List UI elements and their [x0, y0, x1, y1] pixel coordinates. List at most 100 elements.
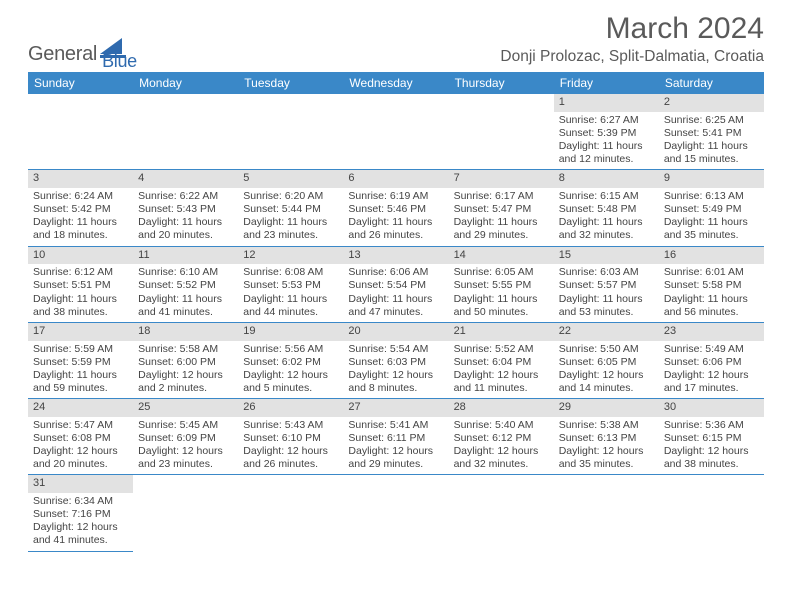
sunrise-text: Sunrise: 5:54 AM — [348, 343, 443, 356]
day-number: 17 — [28, 323, 133, 341]
day-number: 18 — [133, 323, 238, 341]
daylight-text: Daylight: 11 hours and 38 minutes. — [33, 293, 128, 319]
sunrise-text: Sunrise: 5:52 AM — [454, 343, 549, 356]
day-number: 6 — [343, 170, 448, 188]
daylight-text: Daylight: 11 hours and 53 minutes. — [559, 293, 654, 319]
sunset-text: Sunset: 6:05 PM — [559, 356, 654, 369]
calendar-table: SundayMondayTuesdayWednesdayThursdayFrid… — [28, 72, 764, 552]
daylight-text: Daylight: 12 hours and 23 minutes. — [138, 445, 233, 471]
daylight-text: Daylight: 11 hours and 15 minutes. — [664, 140, 759, 166]
calendar-cell: 24Sunrise: 5:47 AMSunset: 6:08 PMDayligh… — [28, 399, 133, 475]
day-header: Thursday — [449, 72, 554, 94]
sunrise-text: Sunrise: 6:17 AM — [454, 190, 549, 203]
sunset-text: Sunset: 5:46 PM — [348, 203, 443, 216]
day-details: Sunrise: 6:34 AMSunset: 7:16 PMDaylight:… — [28, 493, 133, 551]
sunrise-text: Sunrise: 5:38 AM — [559, 419, 654, 432]
day-header: Tuesday — [238, 72, 343, 94]
daylight-text: Daylight: 12 hours and 11 minutes. — [454, 369, 549, 395]
day-number: 19 — [238, 323, 343, 341]
day-number: 7 — [449, 170, 554, 188]
daylight-text: Daylight: 12 hours and 8 minutes. — [348, 369, 443, 395]
day-number: 22 — [554, 323, 659, 341]
calendar-cell: 14Sunrise: 6:05 AMSunset: 5:55 PMDayligh… — [449, 246, 554, 322]
sunrise-text: Sunrise: 5:36 AM — [664, 419, 759, 432]
sunset-text: Sunset: 5:54 PM — [348, 279, 443, 292]
day-details: Sunrise: 5:54 AMSunset: 6:03 PMDaylight:… — [343, 341, 448, 399]
daylight-text: Daylight: 11 hours and 59 minutes. — [33, 369, 128, 395]
sunrise-text: Sunrise: 5:40 AM — [454, 419, 549, 432]
sunrise-text: Sunrise: 6:01 AM — [664, 266, 759, 279]
calendar-cell: 20Sunrise: 5:54 AMSunset: 6:03 PMDayligh… — [343, 322, 448, 398]
daylight-text: Daylight: 12 hours and 38 minutes. — [664, 445, 759, 471]
day-number: 8 — [554, 170, 659, 188]
sunrise-text: Sunrise: 5:56 AM — [243, 343, 338, 356]
calendar-cell — [554, 475, 659, 551]
sunrise-text: Sunrise: 6:05 AM — [454, 266, 549, 279]
sunset-text: Sunset: 5:55 PM — [454, 279, 549, 292]
day-details: Sunrise: 5:41 AMSunset: 6:11 PMDaylight:… — [343, 417, 448, 475]
sunrise-text: Sunrise: 5:43 AM — [243, 419, 338, 432]
calendar-cell: 1Sunrise: 6:27 AMSunset: 5:39 PMDaylight… — [554, 94, 659, 170]
sunrise-text: Sunrise: 6:08 AM — [243, 266, 338, 279]
calendar-cell — [449, 475, 554, 551]
sunset-text: Sunset: 5:39 PM — [559, 127, 654, 140]
calendar-cell — [133, 94, 238, 170]
day-details: Sunrise: 6:08 AMSunset: 5:53 PMDaylight:… — [238, 264, 343, 322]
day-number: 30 — [659, 399, 764, 417]
calendar-cell — [28, 94, 133, 170]
day-number: 3 — [28, 170, 133, 188]
sunrise-text: Sunrise: 6:34 AM — [33, 495, 128, 508]
day-details: Sunrise: 6:01 AMSunset: 5:58 PMDaylight:… — [659, 264, 764, 322]
sunset-text: Sunset: 7:16 PM — [33, 508, 128, 521]
day-details: Sunrise: 6:03 AMSunset: 5:57 PMDaylight:… — [554, 264, 659, 322]
sunset-text: Sunset: 5:41 PM — [664, 127, 759, 140]
sunset-text: Sunset: 6:03 PM — [348, 356, 443, 369]
day-header: Wednesday — [343, 72, 448, 94]
day-number: 24 — [28, 399, 133, 417]
sunset-text: Sunset: 6:00 PM — [138, 356, 233, 369]
sunrise-text: Sunrise: 6:20 AM — [243, 190, 338, 203]
day-number: 14 — [449, 247, 554, 265]
day-number: 16 — [659, 247, 764, 265]
daylight-text: Daylight: 11 hours and 32 minutes. — [559, 216, 654, 242]
sunset-text: Sunset: 5:44 PM — [243, 203, 338, 216]
sunset-text: Sunset: 5:49 PM — [664, 203, 759, 216]
day-details: Sunrise: 6:22 AMSunset: 5:43 PMDaylight:… — [133, 188, 238, 246]
daylight-text: Daylight: 11 hours and 12 minutes. — [559, 140, 654, 166]
day-number: 28 — [449, 399, 554, 417]
day-number: 2 — [659, 94, 764, 112]
day-details: Sunrise: 5:47 AMSunset: 6:08 PMDaylight:… — [28, 417, 133, 475]
day-details: Sunrise: 5:56 AMSunset: 6:02 PMDaylight:… — [238, 341, 343, 399]
daylight-text: Daylight: 11 hours and 29 minutes. — [454, 216, 549, 242]
sunrise-text: Sunrise: 5:41 AM — [348, 419, 443, 432]
calendar-cell: 26Sunrise: 5:43 AMSunset: 6:10 PMDayligh… — [238, 399, 343, 475]
day-details: Sunrise: 5:58 AMSunset: 6:00 PMDaylight:… — [133, 341, 238, 399]
calendar-cell: 11Sunrise: 6:10 AMSunset: 5:52 PMDayligh… — [133, 246, 238, 322]
calendar-cell: 9Sunrise: 6:13 AMSunset: 5:49 PMDaylight… — [659, 170, 764, 246]
day-details: Sunrise: 5:52 AMSunset: 6:04 PMDaylight:… — [449, 341, 554, 399]
day-number: 25 — [133, 399, 238, 417]
day-details: Sunrise: 5:50 AMSunset: 6:05 PMDaylight:… — [554, 341, 659, 399]
calendar-cell: 7Sunrise: 6:17 AMSunset: 5:47 PMDaylight… — [449, 170, 554, 246]
month-title: March 2024 — [500, 12, 764, 46]
day-number: 4 — [133, 170, 238, 188]
daylight-text: Daylight: 11 hours and 35 minutes. — [664, 216, 759, 242]
calendar-cell: 21Sunrise: 5:52 AMSunset: 6:04 PMDayligh… — [449, 322, 554, 398]
sunrise-text: Sunrise: 5:47 AM — [33, 419, 128, 432]
sunrise-text: Sunrise: 6:25 AM — [664, 114, 759, 127]
sunrise-text: Sunrise: 5:58 AM — [138, 343, 233, 356]
sunrise-text: Sunrise: 6:06 AM — [348, 266, 443, 279]
sunrise-text: Sunrise: 6:13 AM — [664, 190, 759, 203]
day-number: 11 — [133, 247, 238, 265]
day-details: Sunrise: 6:05 AMSunset: 5:55 PMDaylight:… — [449, 264, 554, 322]
daylight-text: Daylight: 11 hours and 18 minutes. — [33, 216, 128, 242]
sunset-text: Sunset: 5:57 PM — [559, 279, 654, 292]
sunset-text: Sunset: 5:58 PM — [664, 279, 759, 292]
daylight-text: Daylight: 11 hours and 20 minutes. — [138, 216, 233, 242]
sunset-text: Sunset: 6:15 PM — [664, 432, 759, 445]
calendar-cell: 17Sunrise: 5:59 AMSunset: 5:59 PMDayligh… — [28, 322, 133, 398]
calendar-cell — [238, 94, 343, 170]
sunset-text: Sunset: 6:09 PM — [138, 432, 233, 445]
sunrise-text: Sunrise: 6:15 AM — [559, 190, 654, 203]
daylight-text: Daylight: 11 hours and 56 minutes. — [664, 293, 759, 319]
